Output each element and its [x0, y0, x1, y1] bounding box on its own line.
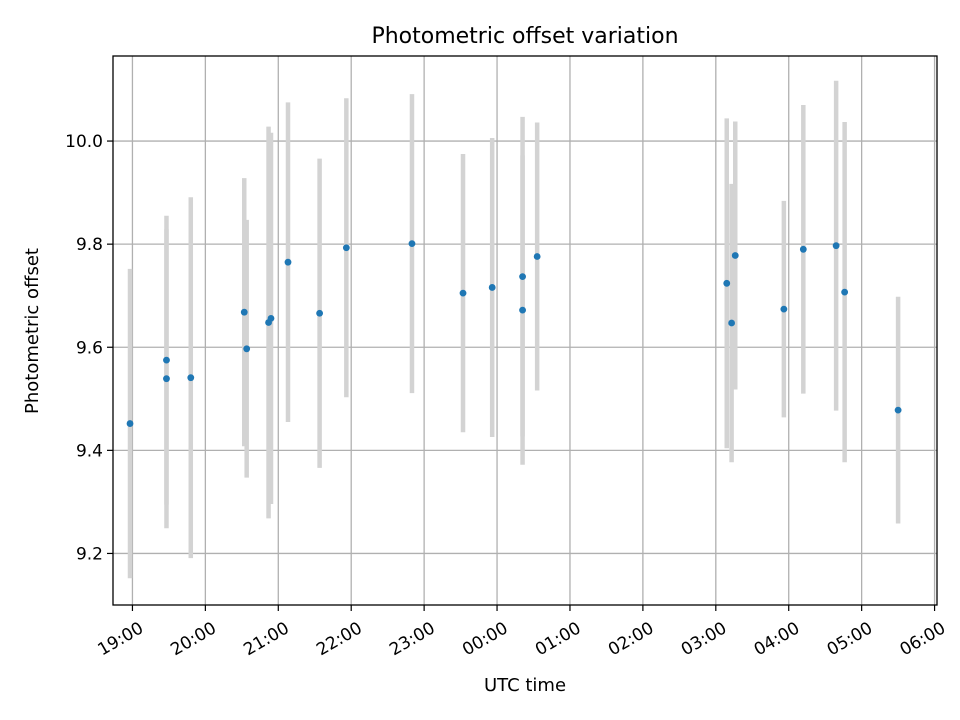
plot-frame: [112, 55, 938, 606]
data-point: [519, 273, 526, 281]
data-point: [284, 258, 292, 266]
y-tick-label: 9.6: [76, 338, 103, 358]
y-axis-ticks: 9.2 9.4 9.6 9.8 10.0: [65, 132, 113, 564]
y-tick-label: 9.2: [76, 544, 103, 564]
y-tick-label: 9.4: [76, 441, 103, 461]
data-point: [342, 244, 350, 252]
y-tick-label: 10.0: [65, 132, 103, 152]
x-axis-label: UTC time: [484, 675, 566, 696]
data-point: [126, 420, 134, 427]
data-point: [894, 406, 902, 414]
chart-title: Photometric offset variation: [371, 24, 678, 49]
data-point: [267, 314, 275, 322]
data-point: [316, 309, 324, 317]
data-point: [728, 319, 736, 327]
data-points: [126, 240, 902, 427]
data-point: [780, 305, 788, 313]
data-point: [731, 252, 739, 259]
data-point: [408, 240, 416, 248]
data-point: [841, 288, 849, 296]
data-point: [240, 308, 248, 316]
data-point: [187, 374, 195, 382]
y-tick-label: 9.8: [76, 235, 103, 255]
y-axis-label: Photometric offset: [22, 248, 43, 414]
data-point: [533, 253, 541, 260]
data-point: [243, 345, 251, 353]
data-point: [163, 356, 170, 364]
data-point: [723, 279, 731, 287]
data-point: [488, 284, 496, 291]
grid: [113, 56, 937, 605]
data-point: [799, 245, 807, 253]
data-point: [163, 375, 170, 383]
data-point: [832, 242, 840, 250]
data-point: [519, 306, 526, 314]
data-point: [459, 289, 467, 297]
